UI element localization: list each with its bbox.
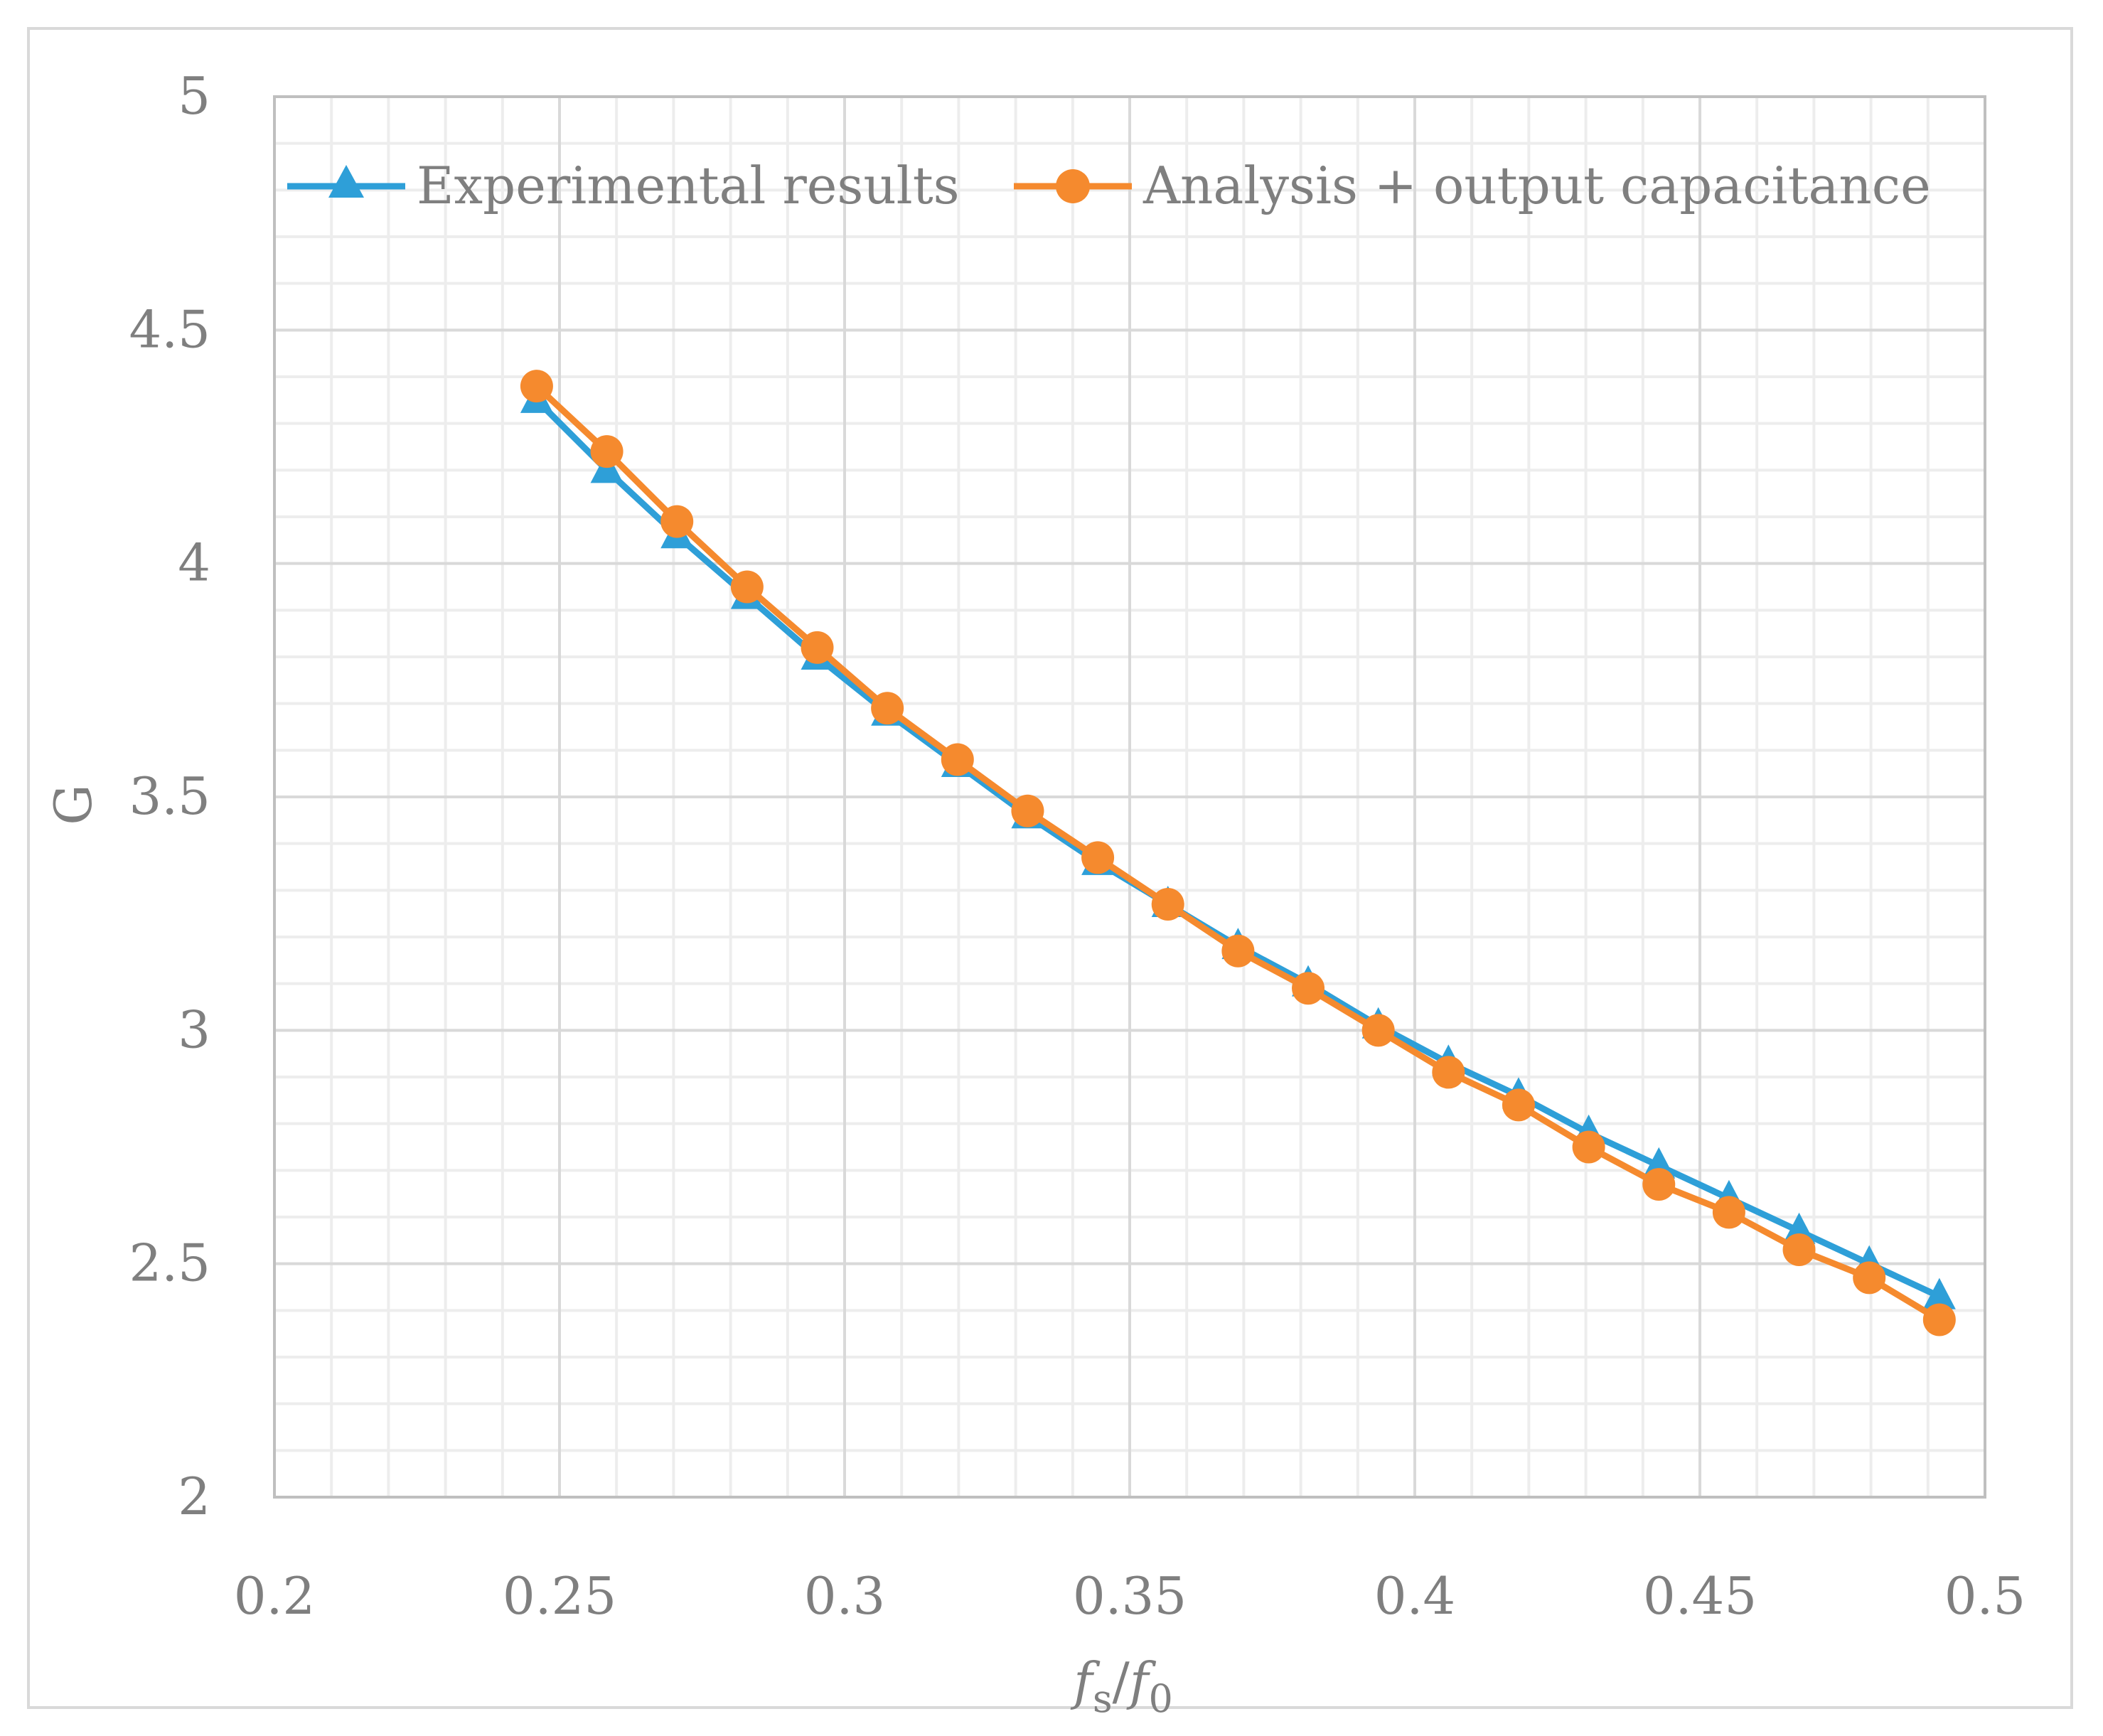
series-line xyxy=(534,397,1941,1300)
legend-label-experimental: Experimental results xyxy=(417,156,960,215)
x-tick-label: 0.5 xyxy=(1944,1566,2026,1626)
x-axis-title-slash: / xyxy=(1113,1651,1130,1711)
data-point-circle xyxy=(871,692,904,725)
x-axis-title-sub-s: s xyxy=(1093,1676,1113,1721)
series-analysis-output-capacitance xyxy=(520,370,1956,1336)
data-point-circle xyxy=(1712,1196,1745,1229)
data-point-circle xyxy=(1221,934,1255,968)
y-tick-label: 5 xyxy=(178,66,210,126)
data-point-circle xyxy=(1853,1261,1886,1295)
data-point-circle xyxy=(801,631,834,664)
data-point-circle xyxy=(1642,1168,1676,1201)
x-tick-label: 0.3 xyxy=(804,1566,886,1626)
legend-item-analysis[interactable]: Analysis + output capacitance xyxy=(1014,156,1931,215)
series-line xyxy=(534,383,1942,1323)
data-point-circle xyxy=(1081,841,1115,874)
y-axis-title: G xyxy=(43,784,103,825)
major-gridlines xyxy=(273,95,1986,1499)
data-point-circle xyxy=(1361,1014,1395,1047)
y-tick-label: 3.5 xyxy=(129,766,210,826)
legend-item-experimental[interactable]: Experimental results xyxy=(287,156,960,215)
data-point-circle xyxy=(1151,888,1184,921)
y-tick-label: 3 xyxy=(178,1000,210,1059)
x-tick-label: 0.45 xyxy=(1643,1566,1757,1626)
plot-area-border xyxy=(273,95,1986,1499)
legend-marker-triangle xyxy=(328,165,364,198)
x-axis-title-sub-0: 0 xyxy=(1148,1676,1172,1721)
y-tick-label: 4.5 xyxy=(129,299,210,359)
y-axis-tick-labels: 2 2.5 3 3.5 4 4.5 5 xyxy=(129,66,210,1526)
x-axis-tick-labels: 0.2 0.25 0.3 0.35 0.4 0.45 0.5 xyxy=(234,1566,2026,1626)
data-point-circle xyxy=(941,743,974,776)
legend: Experimental results Analysis + output c… xyxy=(287,156,1931,215)
data-point-circle xyxy=(1572,1130,1605,1164)
data-point-circle xyxy=(660,505,694,538)
data-point-circle xyxy=(1782,1233,1816,1266)
data-point-circle xyxy=(730,570,764,604)
data-point-circle xyxy=(1011,794,1044,827)
data-point-circle xyxy=(520,370,553,403)
x-tick-label: 0.25 xyxy=(503,1566,616,1626)
legend-label-analysis: Analysis + output capacitance xyxy=(1143,156,1931,215)
y-tick-label: 2.5 xyxy=(129,1233,210,1293)
x-tick-label: 0.4 xyxy=(1374,1566,1456,1626)
data-point-circle xyxy=(1432,1056,1465,1089)
y-tick-label: 2 xyxy=(178,1467,210,1526)
data-point-circle xyxy=(1292,972,1325,1005)
x-tick-label: 0.2 xyxy=(234,1566,316,1626)
series-layer xyxy=(520,370,1956,1336)
legend-marker-circle xyxy=(1056,169,1090,203)
chart-frame xyxy=(27,27,2073,1709)
data-point-circle xyxy=(590,435,624,468)
data-point-circle xyxy=(1922,1303,1956,1336)
x-axis-title: fs/f0 xyxy=(1070,1651,1173,1721)
data-point-circle xyxy=(1502,1088,1535,1122)
y-tick-label: 4 xyxy=(178,533,210,593)
data-point-triangle xyxy=(1922,1277,1956,1309)
x-tick-label: 0.35 xyxy=(1073,1566,1187,1626)
